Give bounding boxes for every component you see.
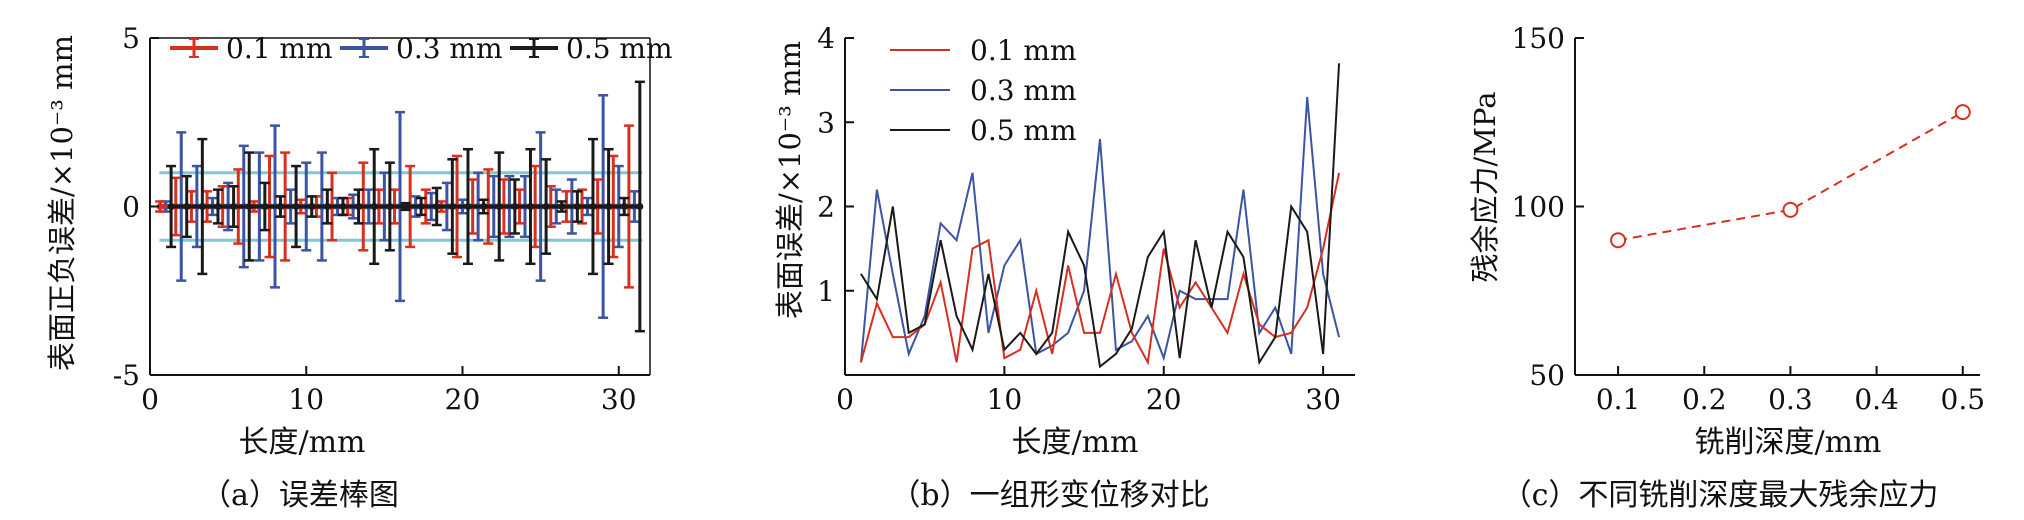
data-point	[636, 203, 644, 210]
y-axis-label: 残余应力/MPa	[1468, 92, 1502, 283]
data-point	[558, 203, 566, 210]
x-tick-label: 0.4	[1854, 383, 1899, 416]
data-point	[433, 203, 441, 210]
data-point	[1782, 201, 1799, 218]
legend-label: 0.3 mm	[970, 74, 1077, 107]
data-point	[605, 203, 613, 210]
data-point	[495, 203, 503, 210]
series-line	[1617, 111, 1964, 242]
data-point	[417, 203, 425, 210]
data-point	[370, 203, 378, 210]
data-point	[620, 203, 628, 210]
legend-entry-3: 0.5 mm	[890, 114, 1077, 147]
data-point	[542, 203, 550, 210]
data-point	[308, 203, 316, 210]
legend-label: 0.1 mm	[226, 32, 333, 65]
series-line-0.5-mm	[860, 63, 1341, 369]
y-tick-label: 2	[817, 191, 835, 224]
x-tick-label: 0	[836, 383, 854, 416]
x-tick-label: 0.5	[1941, 383, 1986, 416]
legend-label: 0.5 mm	[566, 32, 673, 65]
x-axis-label: 铣削深度/mm	[1694, 425, 1881, 460]
x-tick-label: 0.1	[1596, 383, 1641, 416]
data-point	[261, 203, 269, 210]
legend-entry-3: 0.5 mm	[510, 32, 673, 65]
caption-a: （a）误差棒图	[201, 478, 399, 513]
caption-b: （b）一组形变位移对比	[890, 478, 1210, 513]
data-point	[573, 203, 581, 210]
x-tick-label: 0	[141, 383, 159, 416]
data-point	[156, 203, 164, 210]
x-tick-label: 10	[987, 383, 1023, 416]
x-tick-label: 10	[288, 383, 324, 416]
y-tick-label: -5	[113, 359, 140, 392]
y-tick-label: 50	[1529, 359, 1565, 392]
data-point	[276, 203, 284, 210]
data-point	[448, 203, 456, 210]
data-point	[464, 203, 472, 210]
x-tick-label: 30	[601, 383, 637, 416]
legend-label: 0.5 mm	[970, 114, 1077, 147]
series-line-0.1-mm	[859, 172, 1341, 366]
x-tick-label: 0.3	[1768, 383, 1813, 416]
x-tick-label: 20	[1146, 383, 1182, 416]
x-tick-label: 30	[1305, 383, 1341, 416]
data-point	[480, 203, 488, 210]
series-line-0.3-mm	[859, 96, 1341, 363]
data-point	[526, 203, 534, 210]
data-point	[214, 203, 222, 210]
y-tick-label: 0	[122, 191, 140, 224]
chart-residual-stress: 0.1 0.2 0.3 0.4 0.5 50 100 150 铣削深度/mm 残余应力/MPa	[1468, 22, 1986, 460]
data-point	[355, 203, 363, 210]
data-point	[1954, 104, 1971, 121]
data-point	[511, 203, 519, 210]
y-axis-label: 表面误差/×10⁻³ mm	[773, 41, 807, 319]
chart-error-bars: 0 10 20 30-505 0.1 mm 0.3 mm 0.5 mm 长度/mm 表面正…	[45, 22, 673, 460]
legend-entry-2: 0.3 mm	[890, 74, 1077, 107]
data-point	[183, 203, 191, 210]
data-point	[386, 203, 394, 210]
y-tick-label: 3	[817, 106, 835, 139]
y-axis-label: 表面正负误差/×10⁻³ mm	[45, 35, 79, 371]
chart-line-comparison: 0 10 20 30 1 2 3 4 0.1 mm 0.3 mm 0.5 mm 长度/mm 表面误…	[773, 22, 1355, 460]
legend-label: 0.3 mm	[396, 32, 503, 65]
data-point	[589, 203, 597, 210]
legend-entry-1: 0.1 mm	[170, 32, 333, 65]
data-point	[230, 203, 238, 210]
x-tick-label: 20	[445, 383, 481, 416]
data-point	[198, 203, 206, 210]
y-tick-label: 150	[1512, 22, 1565, 55]
y-tick-label: 100	[1512, 191, 1565, 224]
x-axis-label: 长度/mm	[1011, 425, 1138, 460]
data-point	[1610, 232, 1627, 249]
data-point	[401, 203, 409, 210]
series-0.5-mm	[166, 80, 645, 333]
y-tick-label: 4	[817, 22, 835, 55]
y-tick-label: 5	[122, 22, 140, 55]
data-point	[292, 203, 300, 210]
legend-entry-1: 0.1 mm	[890, 34, 1077, 67]
data-point	[339, 203, 347, 210]
legend-entry-2: 0.3 mm	[340, 32, 503, 65]
caption-c: （c）不同铣削深度最大残余应力	[1501, 478, 1939, 513]
legend-label: 0.1 mm	[970, 34, 1077, 67]
x-axis-label: 长度/mm	[238, 425, 365, 460]
y-tick-label: 1	[817, 275, 835, 308]
x-tick-label: 0.2	[1682, 383, 1727, 416]
data-point	[167, 203, 175, 210]
data-point	[245, 203, 253, 210]
data-point	[323, 203, 331, 210]
